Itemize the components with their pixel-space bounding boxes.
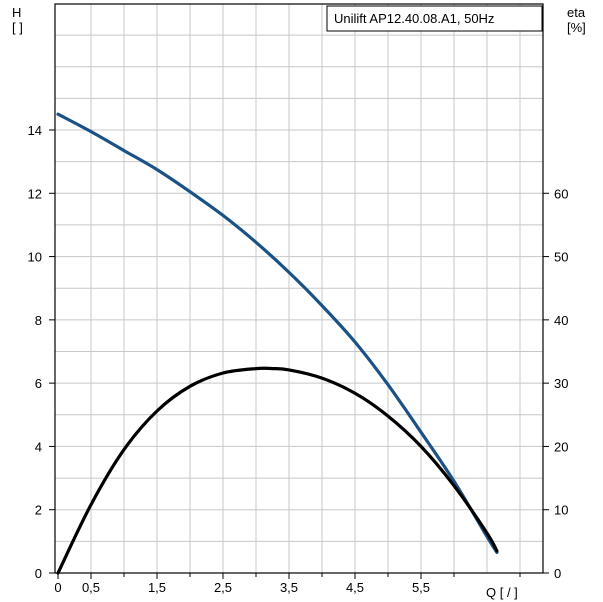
axis-label-line-2: [ ] — [12, 20, 23, 35]
x-tick-label: 5,5 — [412, 580, 430, 595]
y2-tick-label: 50 — [554, 250, 568, 265]
chart-title: Unilift AP12.40.08.A1, 50Hz — [334, 11, 494, 26]
y-axis-label-h: H[ ] — [12, 5, 23, 35]
axis-label-line-2: [%] — [567, 20, 586, 35]
y2-tick-label: 60 — [554, 186, 568, 201]
y2-tick-label: 40 — [554, 313, 568, 328]
x-axis-label-q: Q [ / ] — [486, 585, 518, 600]
y-tick-label: 10 — [28, 250, 42, 265]
y-tick-label: 2 — [35, 503, 42, 518]
y-tick-label: 6 — [35, 376, 42, 391]
y2-tick-label: 0 — [554, 566, 561, 581]
x-tick-label: 0,5 — [82, 580, 100, 595]
head-curve — [56, 112, 499, 554]
x-tick-label: 4,5 — [346, 580, 364, 595]
title-box: Unilift AP12.40.08.A1, 50Hz — [326, 5, 543, 32]
plot-frame — [54, 3, 544, 574]
y-tick-label: 0 — [35, 566, 42, 581]
y2-axis-label-eta: eta [%] — [567, 5, 586, 35]
x-tick-label: 3,5 — [280, 580, 298, 595]
y-tick-label: 12 — [28, 186, 42, 201]
efficiency-curve — [56, 366, 499, 575]
grid-lines — [55, 4, 543, 573]
y-tick-label: 14 — [28, 123, 42, 138]
y-tick-label: 8 — [35, 313, 42, 328]
y2-tick-label: 10 — [554, 503, 568, 518]
axis-label-line-1: eta — [567, 5, 586, 20]
curves — [56, 112, 499, 575]
y2-tick-label: 30 — [554, 376, 568, 391]
x-tick-label: 1,5 — [148, 580, 166, 595]
x-tick-label: 2,5 — [214, 580, 232, 595]
y-tick-label: 4 — [35, 439, 42, 454]
y2-tick-label: 20 — [554, 439, 568, 454]
axis-label-line-1: H — [12, 5, 21, 20]
x-tick-label: 0 — [54, 580, 61, 595]
axis-ticks: 0 0,5 1,5 2,5 3,5 4,5 5,5 0 2 4 6 8 10 12 14 0 10 20 30 40 5… — [28, 123, 569, 595]
